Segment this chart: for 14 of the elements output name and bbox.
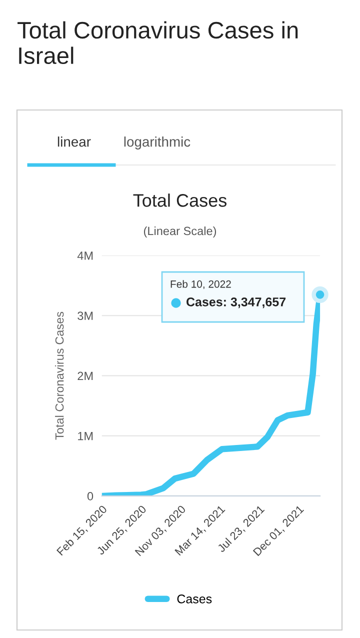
y-tick-label: 4M xyxy=(77,252,93,260)
y-tick-label: 1M xyxy=(78,432,93,440)
text: (Linear Scale) xyxy=(144,226,216,238)
chart-title: Total Coronavirus Cases in Israel xyxy=(18,21,298,64)
chart-subtitle: Total Cases xyxy=(133,194,227,207)
text: logarithmic xyxy=(124,136,190,150)
annotation: Feb 10, 2022 xyxy=(170,280,231,290)
y-tick-label: 0 xyxy=(87,492,94,500)
annotation: Cases: 3,347,657 xyxy=(186,298,286,308)
y-axis-title: Total Coronavirus Cases xyxy=(55,312,64,440)
y-tick-label: 2M xyxy=(78,372,93,380)
text: linear xyxy=(58,136,91,147)
y-tick-label: 3M xyxy=(78,312,93,320)
legend-label: Cases xyxy=(177,594,212,604)
